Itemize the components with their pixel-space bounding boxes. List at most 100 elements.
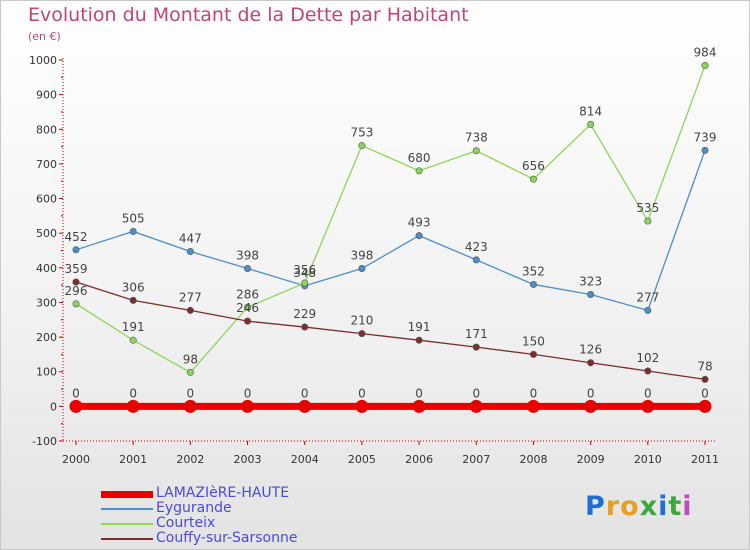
data-point <box>72 278 80 286</box>
x-tick-label: 2002 <box>176 453 204 466</box>
legend-item: Eygurande <box>101 501 361 516</box>
data-point <box>126 399 140 413</box>
data-point <box>644 306 652 314</box>
data-point <box>472 256 480 264</box>
data-point <box>587 359 595 367</box>
legend-label: Eygurande <box>156 500 232 516</box>
data-point <box>641 399 655 413</box>
data-point <box>587 120 595 128</box>
data-label: 0 <box>129 386 137 400</box>
data-point <box>584 399 598 413</box>
series-line <box>75 65 706 374</box>
data-point <box>301 279 309 287</box>
logo-letter: x <box>639 491 659 522</box>
data-label: 447 <box>179 232 202 246</box>
legend-swatch <box>101 491 153 498</box>
data-label: 398 <box>350 249 373 263</box>
x-tick-label: 2001 <box>119 453 147 466</box>
data-label: 753 <box>350 126 373 140</box>
data-label: 814 <box>579 104 602 118</box>
y-tick-label: 300 <box>36 296 57 309</box>
data-label: 191 <box>408 320 431 334</box>
data-label: 0 <box>244 386 252 400</box>
data-label: 0 <box>358 386 366 400</box>
data-point <box>358 330 366 338</box>
data-point <box>186 248 194 256</box>
data-point <box>186 306 194 314</box>
y-tick-label: 100 <box>36 366 57 379</box>
data-label: 0 <box>187 386 195 400</box>
data-label: 306 <box>122 280 145 294</box>
legend-label: Couffy-sur-Sarsonne <box>156 530 298 546</box>
logo-letter: P <box>585 491 606 522</box>
x-tick-label: 2003 <box>234 453 262 466</box>
data-point <box>244 317 252 325</box>
data-point <box>129 296 137 304</box>
data-label: 0 <box>472 386 480 400</box>
data-point <box>415 336 423 344</box>
data-label: 229 <box>293 307 316 321</box>
legend-swatch <box>101 523 153 525</box>
x-tick-label: 2011 <box>691 453 719 466</box>
data-label: 423 <box>465 240 488 254</box>
y-tick-label: 400 <box>36 262 57 275</box>
data-point <box>415 232 423 240</box>
data-point <box>241 399 255 413</box>
x-tick-label: 2009 <box>577 453 605 466</box>
data-point <box>129 336 137 344</box>
x-tick-label: 2004 <box>291 453 319 466</box>
chart-subtitle: (en €) <box>28 30 61 43</box>
data-label: 171 <box>465 327 488 341</box>
data-point <box>244 303 252 311</box>
data-label: 356 <box>293 263 316 277</box>
data-point <box>244 265 252 273</box>
legend-swatch <box>101 538 153 540</box>
logo-letter: r <box>605 491 621 522</box>
data-label: 0 <box>415 386 423 400</box>
y-tick-label: 600 <box>36 193 57 206</box>
series-line <box>75 281 706 380</box>
x-tick-label: 2007 <box>462 453 490 466</box>
data-label: 286 <box>236 287 259 301</box>
y-tick-label: -100 <box>32 435 57 448</box>
y-tick-label: 700 <box>36 158 57 171</box>
data-point <box>644 367 652 375</box>
data-label: 78 <box>697 359 712 373</box>
data-label: 535 <box>636 201 659 215</box>
data-point <box>415 167 423 175</box>
data-point <box>72 300 80 308</box>
data-point <box>298 399 312 413</box>
legend-label: LAMAZIèRE-HAUTE <box>156 485 290 501</box>
data-label: 452 <box>65 230 88 244</box>
data-label: 277 <box>636 290 659 304</box>
data-point <box>701 146 709 154</box>
data-label: 984 <box>694 46 717 60</box>
x-tick-label: 2006 <box>405 453 433 466</box>
data-point <box>355 399 369 413</box>
data-label: 493 <box>408 216 431 230</box>
data-point <box>129 227 137 235</box>
data-label: 0 <box>72 386 80 400</box>
data-label: 191 <box>122 320 145 334</box>
data-label: 739 <box>694 130 717 144</box>
data-label: 210 <box>350 314 373 328</box>
data-label: 505 <box>122 211 145 225</box>
series-line <box>75 150 706 312</box>
data-point <box>469 399 483 413</box>
y-tick-label: 1000 <box>29 54 57 67</box>
data-label: 0 <box>701 386 709 400</box>
proxiti-logo: Proxiti <box>585 491 693 522</box>
data-point <box>698 399 712 413</box>
y-tick-label: 500 <box>36 227 57 240</box>
data-label: 246 <box>236 301 259 315</box>
data-label: 150 <box>522 334 545 348</box>
data-label: 277 <box>179 290 202 304</box>
data-point <box>529 175 537 183</box>
y-tick-label: 800 <box>36 123 57 136</box>
x-tick-label: 2010 <box>634 453 662 466</box>
data-label: 398 <box>236 249 259 263</box>
data-point <box>701 375 709 383</box>
data-point <box>412 399 426 413</box>
legend-item: Courteix <box>101 516 361 531</box>
